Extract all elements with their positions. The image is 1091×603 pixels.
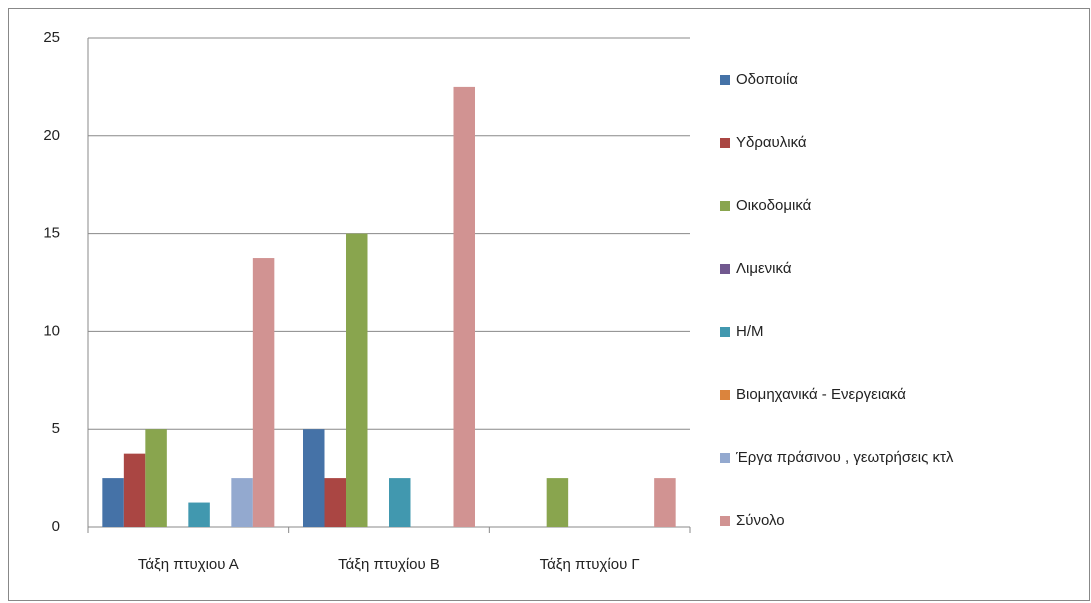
bar bbox=[303, 429, 325, 527]
legend-swatch bbox=[720, 201, 730, 211]
legend-label: Υδραυλικά bbox=[736, 134, 807, 151]
legend-label: Η/Μ bbox=[736, 323, 764, 340]
legend-label: Λιμενικά bbox=[736, 260, 792, 277]
legend-swatch bbox=[720, 516, 730, 526]
legend-swatch bbox=[720, 327, 730, 337]
legend-label: Οικοδομικά bbox=[736, 197, 812, 214]
bar bbox=[654, 478, 676, 527]
bar bbox=[123, 453, 146, 527]
x-tick-label: Τάξη πτυχίου Β bbox=[338, 556, 440, 573]
legend-label: Βιομηχανικά - Ενεργειακά bbox=[736, 386, 906, 403]
legend-swatch bbox=[720, 453, 730, 463]
bar bbox=[324, 478, 346, 527]
y-tick-label: 5 bbox=[52, 420, 60, 437]
bar bbox=[145, 429, 167, 527]
legend-swatch bbox=[720, 138, 730, 148]
legend-swatch bbox=[720, 75, 730, 85]
bar bbox=[346, 233, 368, 527]
y-tick-label: 10 bbox=[43, 322, 60, 339]
y-tick-label: 25 bbox=[43, 29, 60, 46]
legend-label: Έργα πράσινου , γεωτρήσεις κτλ bbox=[735, 449, 954, 466]
legend-label: Σύνολο bbox=[736, 512, 785, 529]
bar bbox=[252, 258, 275, 527]
bar bbox=[231, 478, 253, 527]
y-tick-label: 15 bbox=[43, 225, 60, 242]
x-tick-label: Τάξη πτυχίου Γ bbox=[540, 556, 640, 573]
legend-label: Οδοποιία bbox=[736, 71, 798, 88]
y-tick-label: 20 bbox=[43, 127, 60, 144]
y-tick-label: 0 bbox=[52, 518, 60, 535]
bar bbox=[188, 502, 210, 527]
legend-swatch bbox=[720, 390, 730, 400]
legend-swatch bbox=[720, 264, 730, 274]
bar bbox=[546, 478, 569, 527]
x-tick-label: Τάξη πτυχιου Α bbox=[138, 556, 239, 573]
bar bbox=[102, 478, 124, 527]
bar bbox=[389, 478, 411, 527]
bar bbox=[453, 86, 475, 528]
